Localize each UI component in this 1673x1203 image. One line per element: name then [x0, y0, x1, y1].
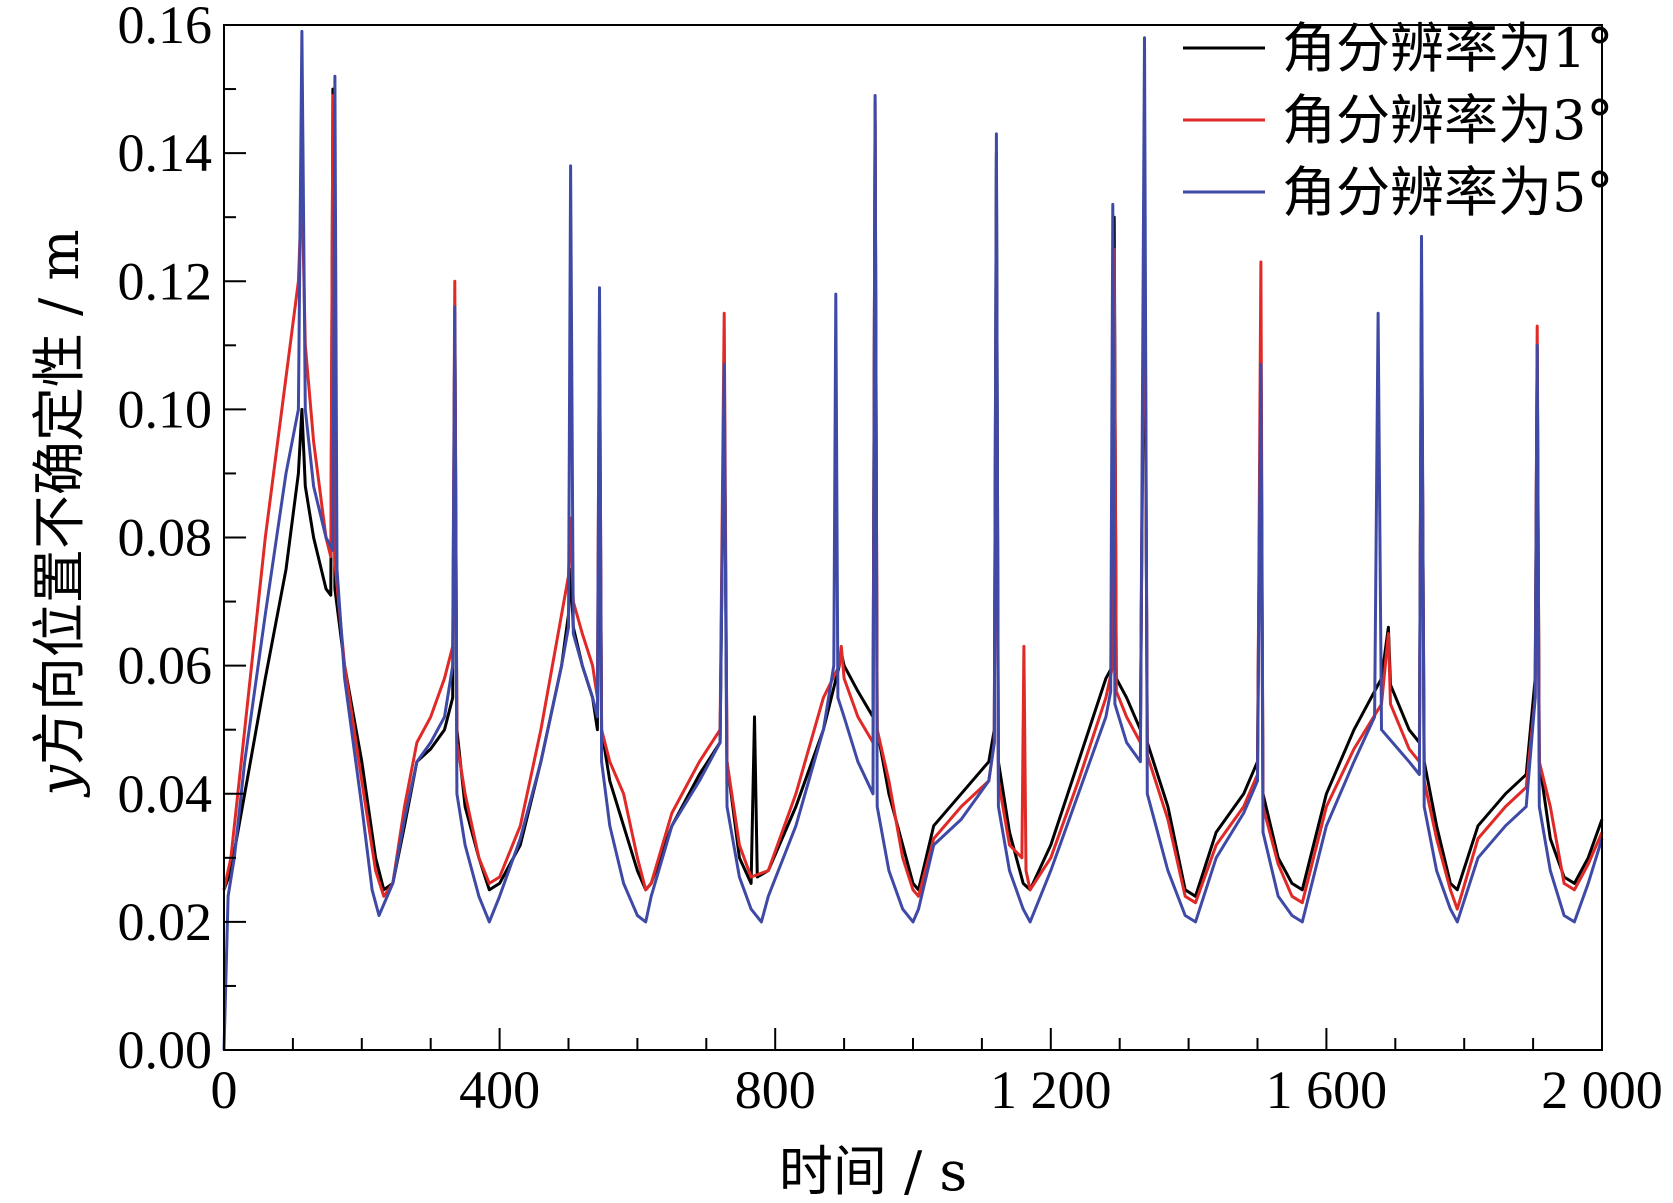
legend-label-1: 角分辨率为1°: [1282, 17, 1613, 80]
x-tick-label: 400: [459, 1060, 540, 1120]
legend-label-3: 角分辨率为5°: [1282, 161, 1613, 224]
y-tick-label: 0.00: [118, 1020, 213, 1080]
x-tick-label: 1 600: [1266, 1060, 1388, 1120]
x-axis-title: 时间 / s: [779, 1140, 967, 1203]
x-tick-label: 1 200: [990, 1060, 1112, 1120]
y-axis-title: y方向位置不确定性 / m: [28, 229, 91, 797]
y-tick-label: 0.16: [118, 0, 213, 55]
y-tick-label: 0.02: [118, 892, 213, 952]
y-axis-title-text: 方向位置不确定性 / m: [28, 229, 91, 765]
y-tick-label: 0.04: [118, 764, 213, 824]
y-axis: 0.00 0.02 0.04 0.06 0.08 0.10 0.12 0.14 0.16: [118, 0, 246, 1080]
legend: 角分辨率为1° 角分辨率为3° 角分辨率为5°: [1183, 17, 1613, 224]
y-tick-label: 0.06: [118, 636, 213, 696]
series-line-3: [222, 29, 1604, 1051]
y-axis-title-variable: y: [28, 764, 91, 798]
y-tick-label: 0.12: [118, 251, 213, 311]
x-tick-label: 2 000: [1541, 1060, 1663, 1120]
x-tick-label: 800: [735, 1060, 816, 1120]
x-tick-label: 0: [211, 1060, 238, 1120]
y-tick-label: 0.14: [118, 123, 213, 183]
plot-series: [222, 29, 1604, 1051]
x-axis: 0 400 800 1 200 1 600 2 000: [211, 1028, 1663, 1120]
legend-label-2: 角分辨率为3°: [1282, 89, 1613, 152]
y-tick-label: 0.10: [118, 379, 213, 439]
y-tick-label: 0.08: [118, 508, 213, 568]
